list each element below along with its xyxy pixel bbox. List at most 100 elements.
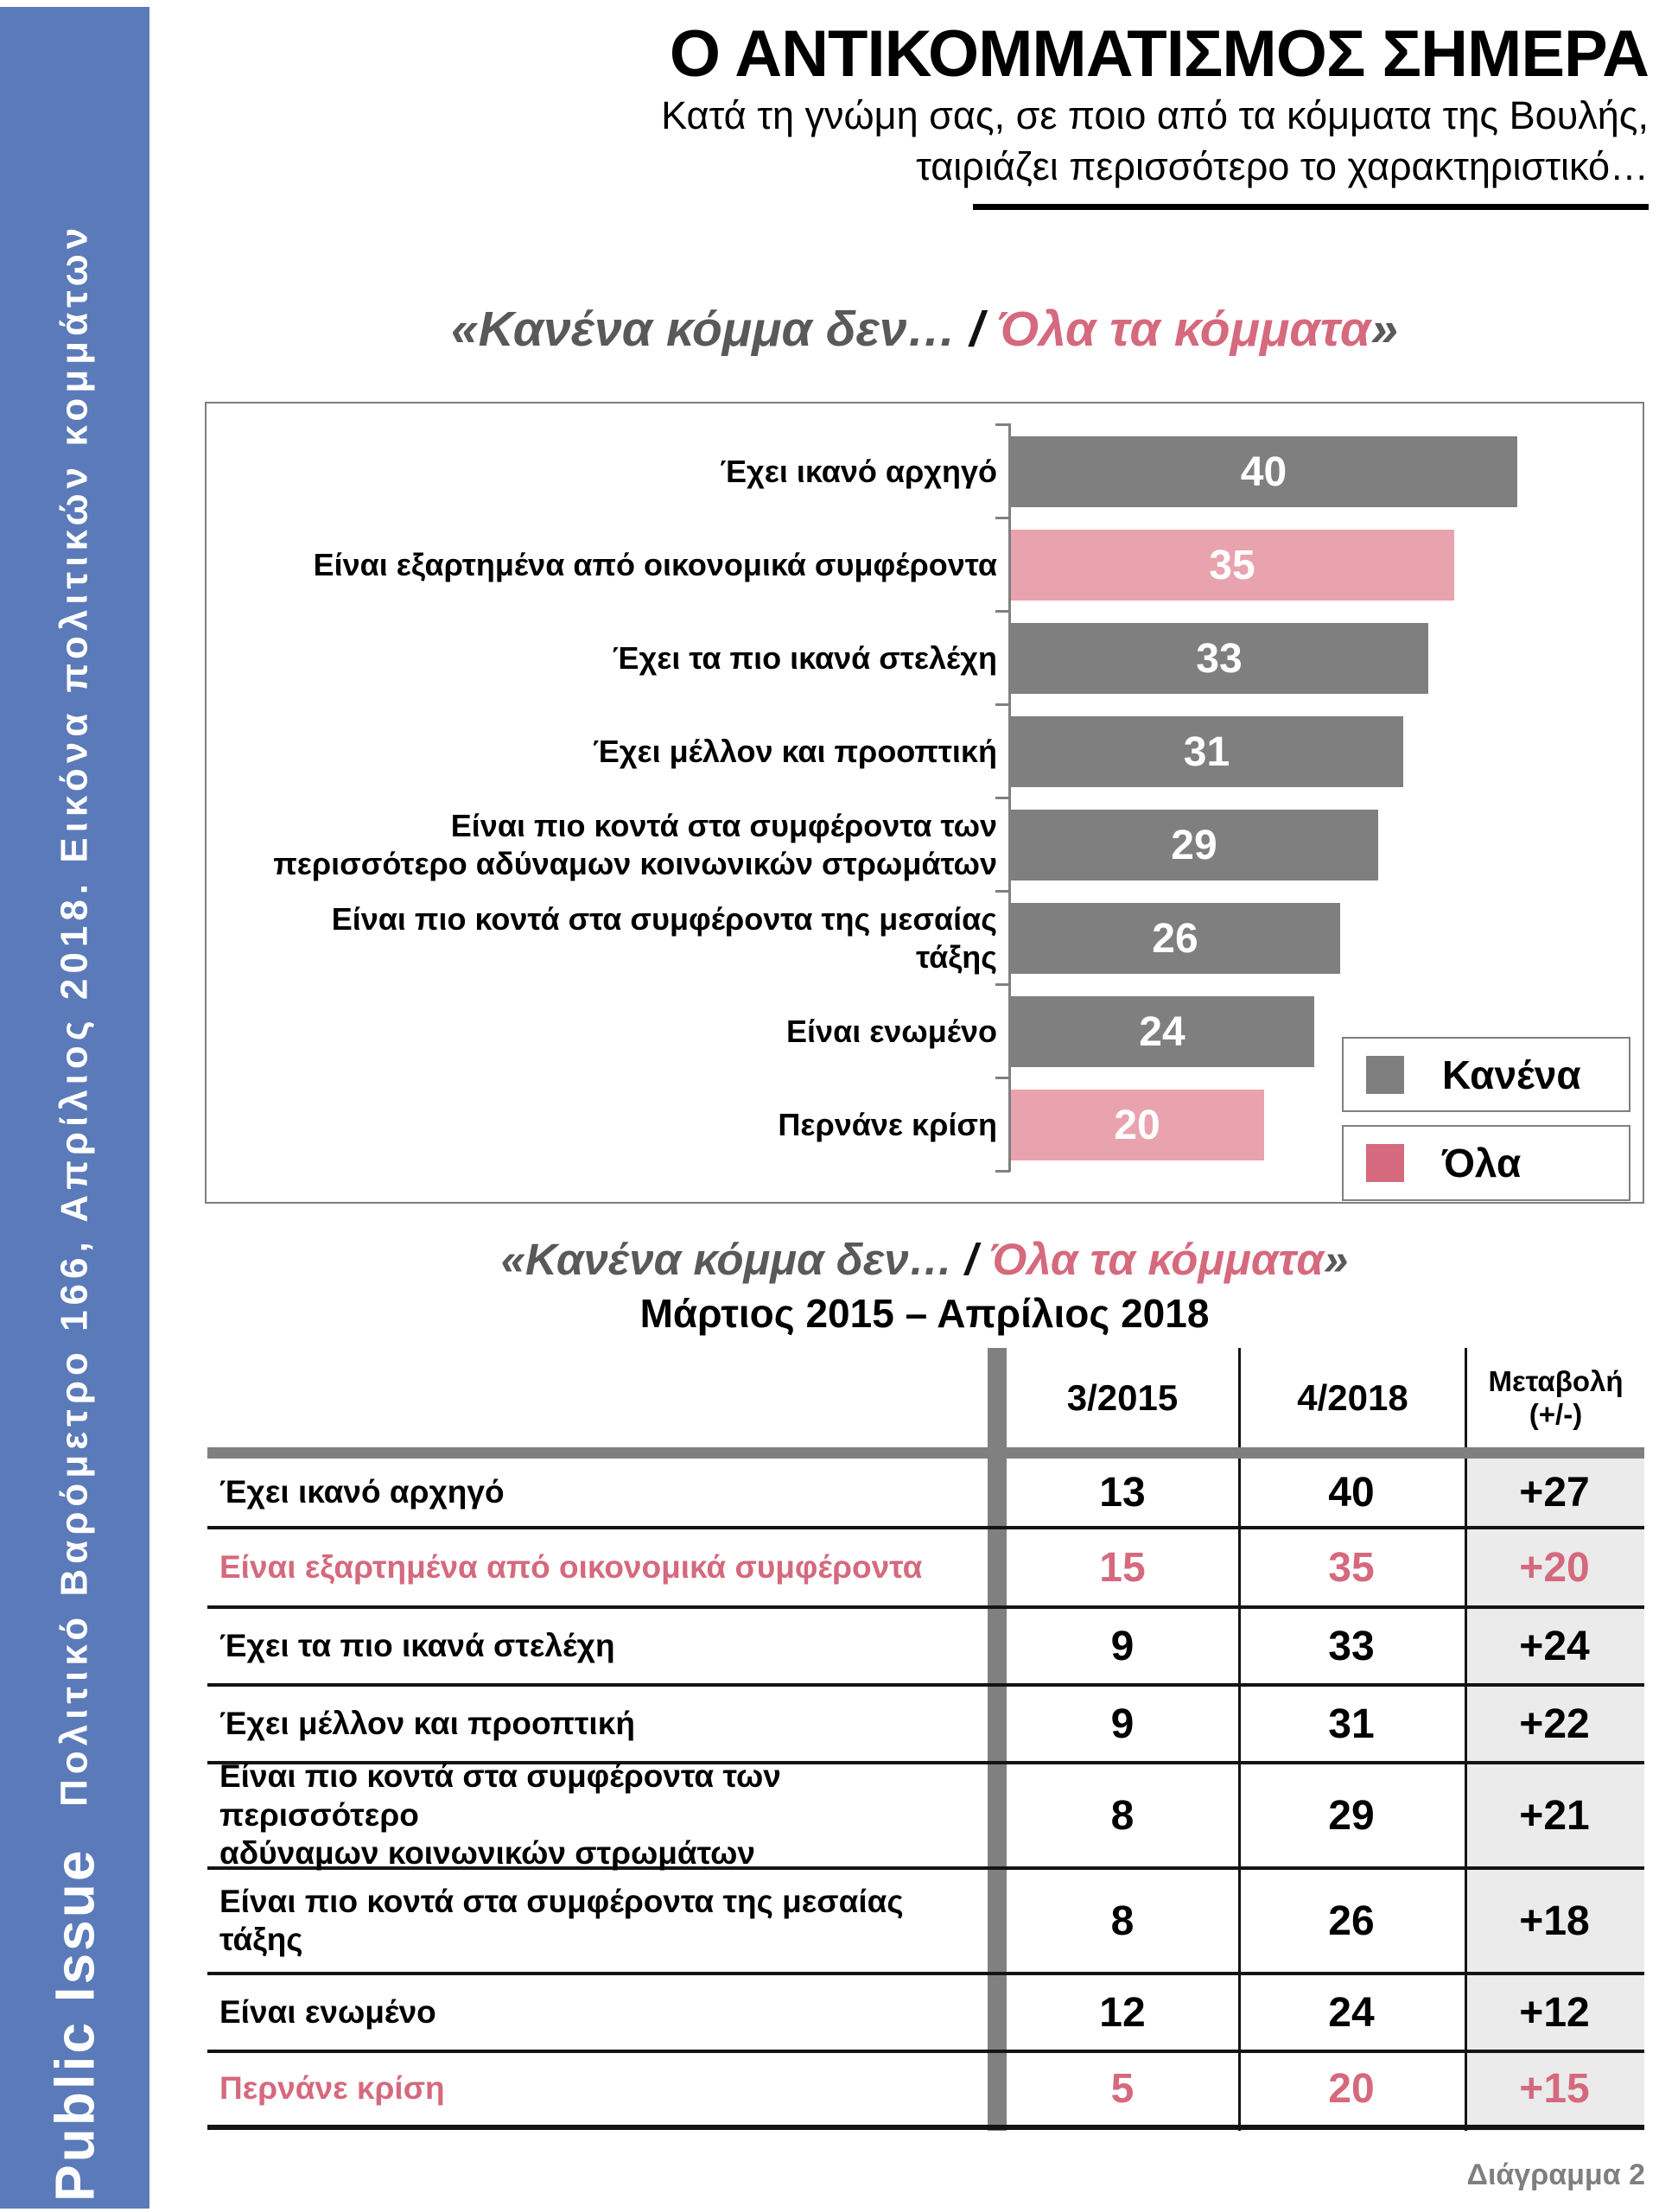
row-label: Είναι ενωμένο: [219, 1993, 436, 2030]
bar-all-crisis: 20: [1010, 1090, 1264, 1160]
bar-none-future: 31: [1010, 716, 1403, 787]
cell-change: +27: [1519, 1469, 1590, 1516]
column-separator-line: [1465, 1348, 1467, 2131]
bar-none-weak-strata: 29: [1010, 810, 1378, 880]
chart-row: Είναι πιο κοντά στα συμφέροντα των περισ…: [207, 798, 1643, 892]
chart-row: Είναι εξαρτημένα από οικονομικά συμφέρον…: [207, 518, 1643, 612]
row-label: Είναι πιο κοντά στα συμφέροντα των περισ…: [219, 1758, 781, 1872]
cell-2018: 33: [1328, 1623, 1375, 1669]
legend-label-all: Όλα: [1442, 1141, 1522, 1185]
bar-value: 20: [1114, 1102, 1160, 1148]
row-label: Έχει τα πιο ικανά στελέχη: [219, 1627, 615, 1663]
row-label: Έχει ικανό αρχηγό: [219, 1473, 505, 1510]
cell-2015: 8: [1110, 1897, 1135, 1944]
row-label: Είναι πιο κοντά στα συμφέροντα της μεσαί…: [219, 1883, 904, 1957]
question-line-2: ταιριάζει περισσότερο το χαρακτηριστικό…: [916, 143, 1649, 188]
table-row: Είναι πιο κοντά στα συμφέροντα της μεσαί…: [207, 1870, 1644, 1975]
table-banner-left: «Κανένα κόμμα δεν…: [500, 1235, 965, 1284]
cell-2015: 5: [1110, 2066, 1135, 2112]
col-header-2015: 3/2015: [1066, 1376, 1179, 1418]
cell-change: +12: [1519, 1989, 1590, 2036]
table-banner-right: Όλα τα κόμματα: [989, 1235, 1324, 1284]
banner-slash: /: [969, 302, 998, 357]
cell-change: +24: [1519, 1623, 1590, 1669]
row-label: Περνάνε κρίση: [219, 2070, 445, 2107]
table-banner: «Κανένα κόμμα δεν… / Όλα τα κόμματα» Μάρ…: [205, 1234, 1644, 1337]
header-block: Ο ΑΝΤΙΚΟΜΜΑΤΙΣΜΟΣ ΣΗΜΕΡΑ Κατά τη γνώμη σ…: [661, 17, 1649, 211]
chart-row: Περνάνε κρίση 20: [207, 1078, 1643, 1172]
cell-2018: 24: [1328, 1989, 1375, 2036]
table-row: Έχει ικανό αρχηγό 13 40 +27: [207, 1459, 1644, 1529]
axis-tick: [995, 797, 1010, 799]
axis-tick: [995, 890, 1010, 893]
table-vertical-divider: [988, 1348, 1007, 2131]
banner-close-quote: »: [1370, 302, 1399, 357]
chart-row: Έχει μέλλον και προοπτική 31: [207, 705, 1643, 798]
axis-tick: [995, 610, 1010, 613]
cell-change: +22: [1519, 1700, 1590, 1747]
cell-2015: 9: [1110, 1700, 1135, 1747]
legend-item-none: Κανένα: [1342, 1037, 1630, 1112]
axis-tick: [995, 703, 1010, 706]
table-period-subtitle: Μάρτιος 2015 – Απρίλιος 2018: [639, 1291, 1210, 1336]
table-row: Είναι ενωμένο 12 24 +12: [207, 1975, 1644, 2053]
legend-swatch-none: [1366, 1055, 1404, 1094]
legend-item-all: Όλα: [1342, 1125, 1630, 1201]
axis-tick: [995, 1077, 1010, 1079]
category-label: Είναι εξαρτημένα από οικονομικά συμφέρον…: [313, 547, 997, 583]
bar-value: 24: [1139, 1008, 1185, 1055]
category-label: Είναι πιο κοντά στα συμφέροντα των περισ…: [273, 808, 997, 881]
cell-2018: 31: [1328, 1700, 1375, 1747]
table-row: Είναι εξαρτημένα από οικονομικά συμφέρον…: [207, 1529, 1644, 1609]
cell-2018: 20: [1328, 2066, 1375, 2112]
cell-2018: 40: [1328, 1469, 1375, 1516]
bar-all-interests: 35: [1010, 530, 1454, 601]
axis-tick: [995, 1170, 1010, 1173]
cell-2015: 9: [1110, 1623, 1135, 1669]
axis-tick: [995, 517, 1010, 519]
table-row: Είναι πιο κοντά στα συμφέροντα των περισ…: [207, 1758, 1644, 1871]
axis-tick: [995, 983, 1010, 986]
banner-right-text: Όλα τα κόμματα: [997, 302, 1371, 357]
chart-row: Είναι ενωμένο 24: [207, 985, 1643, 1078]
change-column-background: [1465, 1459, 1644, 2131]
bar-value: 35: [1209, 542, 1255, 588]
banner-left-text: «Κανένα κόμμα δεν…: [450, 302, 970, 357]
bar-value: 31: [1183, 728, 1230, 775]
bar-none-middle-class: 26: [1010, 903, 1340, 974]
category-label: Περνάνε κρίση: [778, 1107, 997, 1143]
table-row: Έχει μέλλον και προοπτική 9 31 +22: [207, 1687, 1644, 1764]
title-underline: [973, 204, 1649, 211]
axis-tick: [995, 423, 1010, 426]
question-line-1: Κατά τη γνώμη σας, σε ποιο από τα κόμματ…: [661, 93, 1649, 138]
chart-banner: «Κανένα κόμμα δεν… / Όλα τα κόμματα»: [205, 301, 1644, 358]
legend-label-none: Κανένα: [1442, 1052, 1581, 1097]
comparison-table: 3/2015 4/2018 Μεταβολή (+/-) Έχει ικανό …: [207, 1348, 1644, 2131]
cell-2018: 35: [1328, 1544, 1375, 1591]
table-banner-close: »: [1324, 1235, 1349, 1284]
category-label: Είναι ενωμένο: [786, 1014, 997, 1050]
bar-chart: Έχει ικανό αρχηγό 40 Είναι εξαρτημένα απ…: [205, 402, 1644, 1204]
chart-row: Είναι πιο κοντά στα συμφέροντα της μεσαί…: [207, 892, 1643, 985]
cell-2015: 8: [1110, 1792, 1135, 1839]
column-separator-line: [1238, 1348, 1241, 2131]
table-header-row: 3/2015 4/2018 Μεταβολή (+/-): [207, 1348, 1644, 1447]
col-header-change-line1: Μεταβολή: [1488, 1364, 1624, 1397]
col-header-change: Μεταβολή (+/-): [1467, 1348, 1644, 1447]
category-label: Έχει ικανό αρχηγό: [720, 454, 997, 490]
table-row: Έχει τα πιο ικανά στελέχη 9 33 +24: [207, 1609, 1644, 1687]
chart-plot-area: Έχει ικανό αρχηγό 40 Είναι εξαρτημένα απ…: [207, 404, 1643, 1202]
chart-row: Έχει ικανό αρχηγό 40: [207, 425, 1643, 518]
bar-none-united: 24: [1010, 996, 1314, 1067]
sidebar-vertical-text: Public Issue Πολιτικό Βαρόμετρο 166, Απρ…: [0, 7, 149, 2209]
table-banner-title: «Κανένα κόμμα δεν… / Όλα τα κόμματα»: [205, 1234, 1644, 1285]
cell-2015: 12: [1099, 1989, 1146, 2036]
footer-caption: Διάγραμμα 2: [1466, 2158, 1646, 2191]
chart-row: Έχει τα πιο ικανά στελέχη 33: [207, 612, 1643, 705]
cell-2018: 26: [1328, 1897, 1375, 1944]
category-label: Έχει τα πιο ικανά στελέχη: [612, 640, 997, 677]
bar-value: 33: [1196, 635, 1243, 682]
brand-logo-text: Public Issue: [43, 1847, 106, 2202]
cell-2018: 29: [1328, 1792, 1375, 1839]
col-header-2018: 4/2018: [1297, 1376, 1408, 1418]
